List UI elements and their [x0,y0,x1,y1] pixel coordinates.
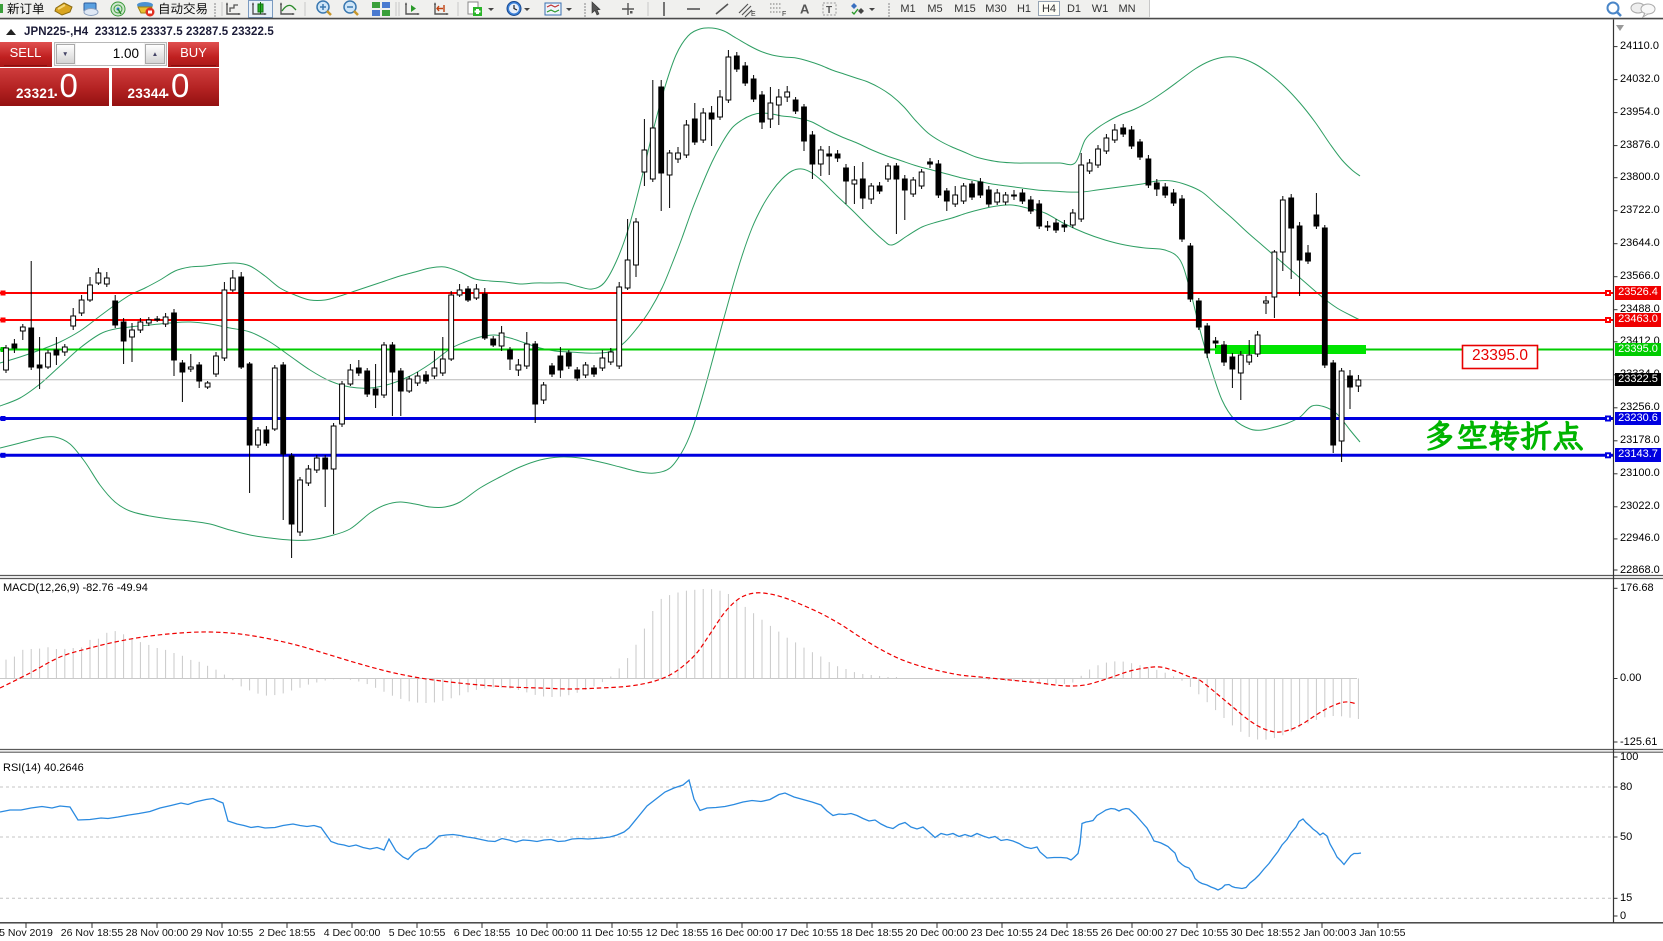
svg-text:F: F [782,11,786,18]
svg-text:T: T [826,5,832,16]
svg-text:A: A [800,2,810,17]
svg-text:E: E [751,11,756,18]
